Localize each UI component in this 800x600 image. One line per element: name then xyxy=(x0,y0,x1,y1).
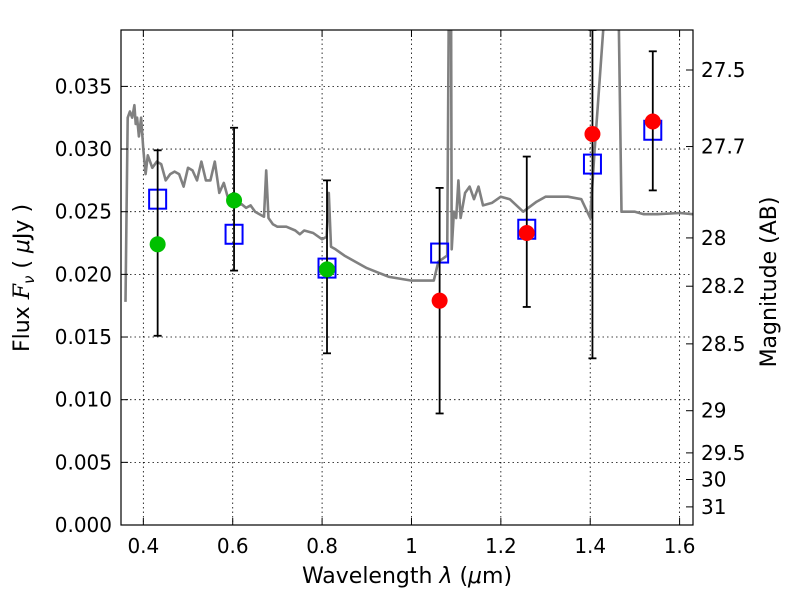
x-tick-label: 1.6 xyxy=(664,534,696,558)
model-spectrum-line xyxy=(124,30,693,302)
y-tick-label: 0.035 xyxy=(55,74,112,98)
y-tick-label: 0.025 xyxy=(55,200,112,224)
y2-tick-label: 27.5 xyxy=(701,58,746,82)
y2-tick-label: 29 xyxy=(701,399,726,423)
y-tick-label: 0.015 xyxy=(55,325,112,349)
y-tick-label: 0.005 xyxy=(55,450,112,474)
right-axis-label: Magnitude (AB) xyxy=(757,197,782,368)
y2-tick-label: 30 xyxy=(701,468,726,492)
y2-tick-label: 27.7 xyxy=(701,135,746,159)
plot-data xyxy=(124,30,693,415)
x-tick-label: 1.2 xyxy=(485,534,517,558)
y-tick-label: 0.020 xyxy=(55,262,112,286)
grid-lines xyxy=(121,30,693,526)
x-tick-label: 0.8 xyxy=(306,534,338,558)
observed-flux-point xyxy=(584,126,601,143)
y-tick-label: 0.030 xyxy=(55,137,112,161)
y-axis-label: Flux Fν ( μJy ) xyxy=(10,204,38,352)
x-tick-label: 0.6 xyxy=(217,534,249,558)
observed-flux-point xyxy=(149,236,166,253)
x-tick-label: 1 xyxy=(405,534,418,558)
y2-tick-label: 31 xyxy=(701,495,726,519)
y2-tick-label: 28.2 xyxy=(701,274,746,298)
observed-flux-point xyxy=(226,192,243,209)
axis-ticks: 0.4 0.6 0.8 1 1.2 1.4 1.6 0.000 0.005 0.010 0.015 0… xyxy=(55,30,746,558)
y2-tick-label: 28.5 xyxy=(701,332,746,356)
x-axis-label: Wavelength λ (μm) xyxy=(302,564,512,589)
observed-flux-point xyxy=(319,261,336,278)
plot-frame xyxy=(120,29,694,526)
x-tick-label: 0.4 xyxy=(127,534,159,558)
observed-flux-point xyxy=(644,113,661,130)
x-tick-label: 1.4 xyxy=(574,534,606,558)
y2-tick-label: 29.5 xyxy=(701,441,746,465)
y2-tick-label: 28 xyxy=(701,226,726,250)
y-tick-label: 0.010 xyxy=(55,388,112,412)
y-tick-label: 0.000 xyxy=(55,513,112,537)
observed-flux-point xyxy=(431,292,448,309)
observed-flux-point xyxy=(518,225,535,242)
